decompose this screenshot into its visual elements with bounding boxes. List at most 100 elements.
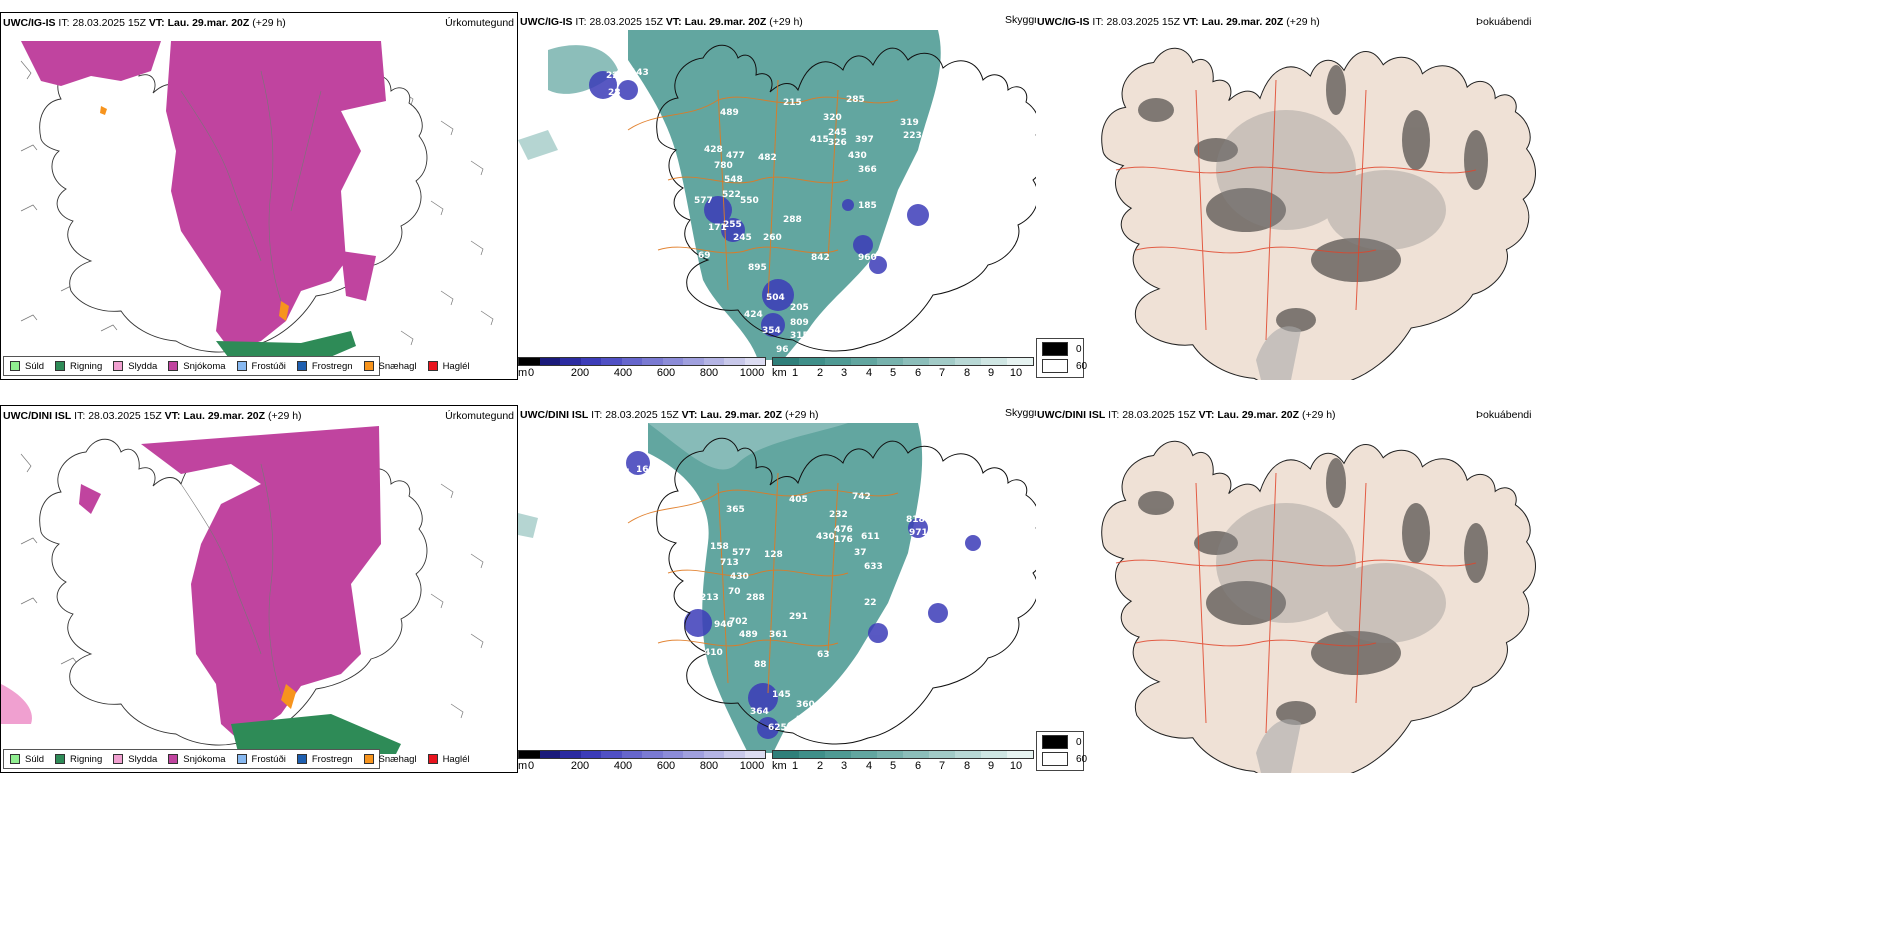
ceiling-label: 210 (899, 685, 918, 695)
ceiling-colorbar (518, 750, 766, 759)
ceiling-label: 48 (902, 660, 915, 670)
ceiling-label: 702 (729, 617, 748, 627)
legend-swatch (10, 361, 20, 371)
legend-item: Slydda (113, 361, 157, 372)
ceiling-tick: 800 (699, 367, 719, 379)
ceiling-label: 245 (733, 233, 752, 243)
row1-fog-legend: 0 60 (1036, 338, 1087, 378)
ceiling-label: 70 (728, 587, 741, 597)
ceiling-label: 158 (710, 542, 729, 552)
ceiling-label: 223 (903, 131, 922, 141)
visibility-tick: 3 (840, 760, 848, 772)
legend-swatch (427, 361, 438, 371)
ceiling-label: 128 (764, 550, 783, 560)
visibility-tick: 8 (963, 760, 971, 772)
ceiling-label: 320 (823, 113, 842, 123)
ceiling-label: 360 (796, 700, 815, 710)
ceiling-label: 146 (893, 243, 912, 253)
ceiling-tick: 200 (570, 760, 590, 772)
ceiling-label: 205 (790, 303, 809, 313)
fog-legend-swatch (1042, 752, 1068, 766)
ceiling-label: 176 (834, 535, 853, 545)
row2-cloud-title: Skyggni (1005, 407, 1036, 419)
ceiling-label: 522 (722, 190, 741, 200)
visibility-tick: 4 (865, 760, 873, 772)
legend-swatch (296, 361, 307, 371)
ceiling-label: 946 (714, 620, 733, 630)
ceiling-label: 415 (810, 135, 829, 145)
legend-item: Snæhagl (363, 754, 417, 765)
row1-shade-title: Þokuábendi (1476, 16, 1532, 28)
ceiling-label: 225 (606, 71, 625, 81)
ceiling-label: 548 (724, 175, 743, 185)
ceiling-label: 315 (790, 331, 809, 341)
ceiling-label: 809 (790, 318, 809, 328)
row1-shade-map (1101, 47, 1537, 380)
ceiling-label: 12 (918, 228, 931, 238)
ceiling-label: 13 (614, 485, 627, 495)
visibility-tick: 6 (914, 760, 922, 772)
legend-item: Slydda (113, 754, 157, 765)
legend-swatch (113, 754, 124, 764)
ceiling-label: 191 (612, 468, 631, 478)
ceiling-label: 842 (811, 253, 830, 263)
row1-precip-legend: Súld Rigning Slydda Snjókoma Frostúði Fr… (3, 356, 470, 376)
ceiling-label: 489 (720, 108, 739, 118)
ceiling-label: 28 (608, 88, 621, 98)
fog-legend-swatch (1042, 342, 1068, 356)
ceiling-label: 895 (748, 263, 767, 273)
visibility-colorbar (772, 357, 1034, 366)
row2-shade-header: UWC/DINI ISL IT: 28.03.2025 15Z VT: Lau.… (1037, 409, 1336, 421)
ceiling-label: 960 (858, 253, 877, 263)
row2-cloud-panel: UWC/DINI ISL IT: 28.03.2025 15Z VT: Lau.… (518, 405, 1036, 773)
model-name: UWC/IG-IS (3, 17, 56, 29)
row1-shade-panel: UWC/IG-IS IT: 28.03.2025 15Z VT: Lau. 29… (1036, 12, 1900, 380)
row2-ceiling-scale: m 0 200 400 600 800 1000 (518, 750, 768, 773)
legend-item: Haglél (427, 754, 470, 765)
row1-precip-panel: UWC/IG-IS IT: 28.03.2025 15Z VT: Lau. 29… (0, 12, 518, 380)
ceiling-label: 88 (754, 660, 767, 670)
visibility-tick: 7 (938, 367, 946, 379)
ceiling-label: 366 (858, 165, 877, 175)
ceiling-label: 430 (730, 572, 749, 582)
ceiling-label: 713 (720, 558, 739, 568)
row2-precip-header: UWC/DINI ISL IT: 28.03.2025 15Z VT: Lau.… (3, 410, 302, 422)
ceiling-label: 37 (854, 548, 867, 558)
ceiling-tick: 1000 (739, 367, 765, 379)
ceiling-label: 260 (763, 233, 782, 243)
ceiling-label: 818 (906, 515, 925, 525)
ceiling-label: 69 (698, 251, 711, 261)
legend-swatch (236, 361, 247, 371)
ceiling-label: 971 (909, 528, 928, 538)
legend-swatch (236, 754, 247, 764)
row2-shade-map (1101, 440, 1537, 773)
visibility-colorbar (772, 750, 1034, 759)
ceiling-label: 168 (636, 465, 655, 475)
ceiling-tick: 600 (656, 367, 676, 379)
row1-shade-header: UWC/IG-IS IT: 28.03.2025 15Z VT: Lau. 29… (1037, 16, 1320, 28)
ceiling-label: 288 (746, 593, 765, 603)
legend-item: Rigning (55, 361, 102, 372)
ceiling-label: 326 (828, 138, 847, 148)
row1-cloud-panel: UWC/IG-IS IT: 28.03.2025 15Z VT: Lau. 29… (518, 12, 1036, 380)
ceiling-tick: 400 (613, 367, 633, 379)
ceiling-label: 376 (893, 288, 912, 298)
legend-item: Snæhagl (363, 361, 417, 372)
ceiling-label: 742 (852, 492, 871, 502)
ceiling-label: 319 (900, 118, 919, 128)
ceiling-tick: 1000 (739, 760, 765, 772)
visibility-tick: 7 (938, 760, 946, 772)
legend-item: Frostúði (236, 754, 286, 765)
visibility-tick: 10 (1009, 760, 1023, 772)
legend-item: Snjókoma (168, 361, 226, 372)
ceiling-label: 63 (817, 650, 830, 660)
ceiling-label: 611 (861, 532, 880, 542)
visibility-unit: km (772, 367, 787, 379)
ceiling-tick: 200 (570, 367, 590, 379)
row1-ceiling-scale: m 0 200 400 600 800 1000 (518, 357, 768, 380)
ceiling-tick: 0 (527, 760, 535, 772)
visibility-tick: 8 (963, 367, 971, 379)
ceiling-label: 780 (714, 161, 733, 171)
fog-legend-swatch (1042, 735, 1068, 749)
